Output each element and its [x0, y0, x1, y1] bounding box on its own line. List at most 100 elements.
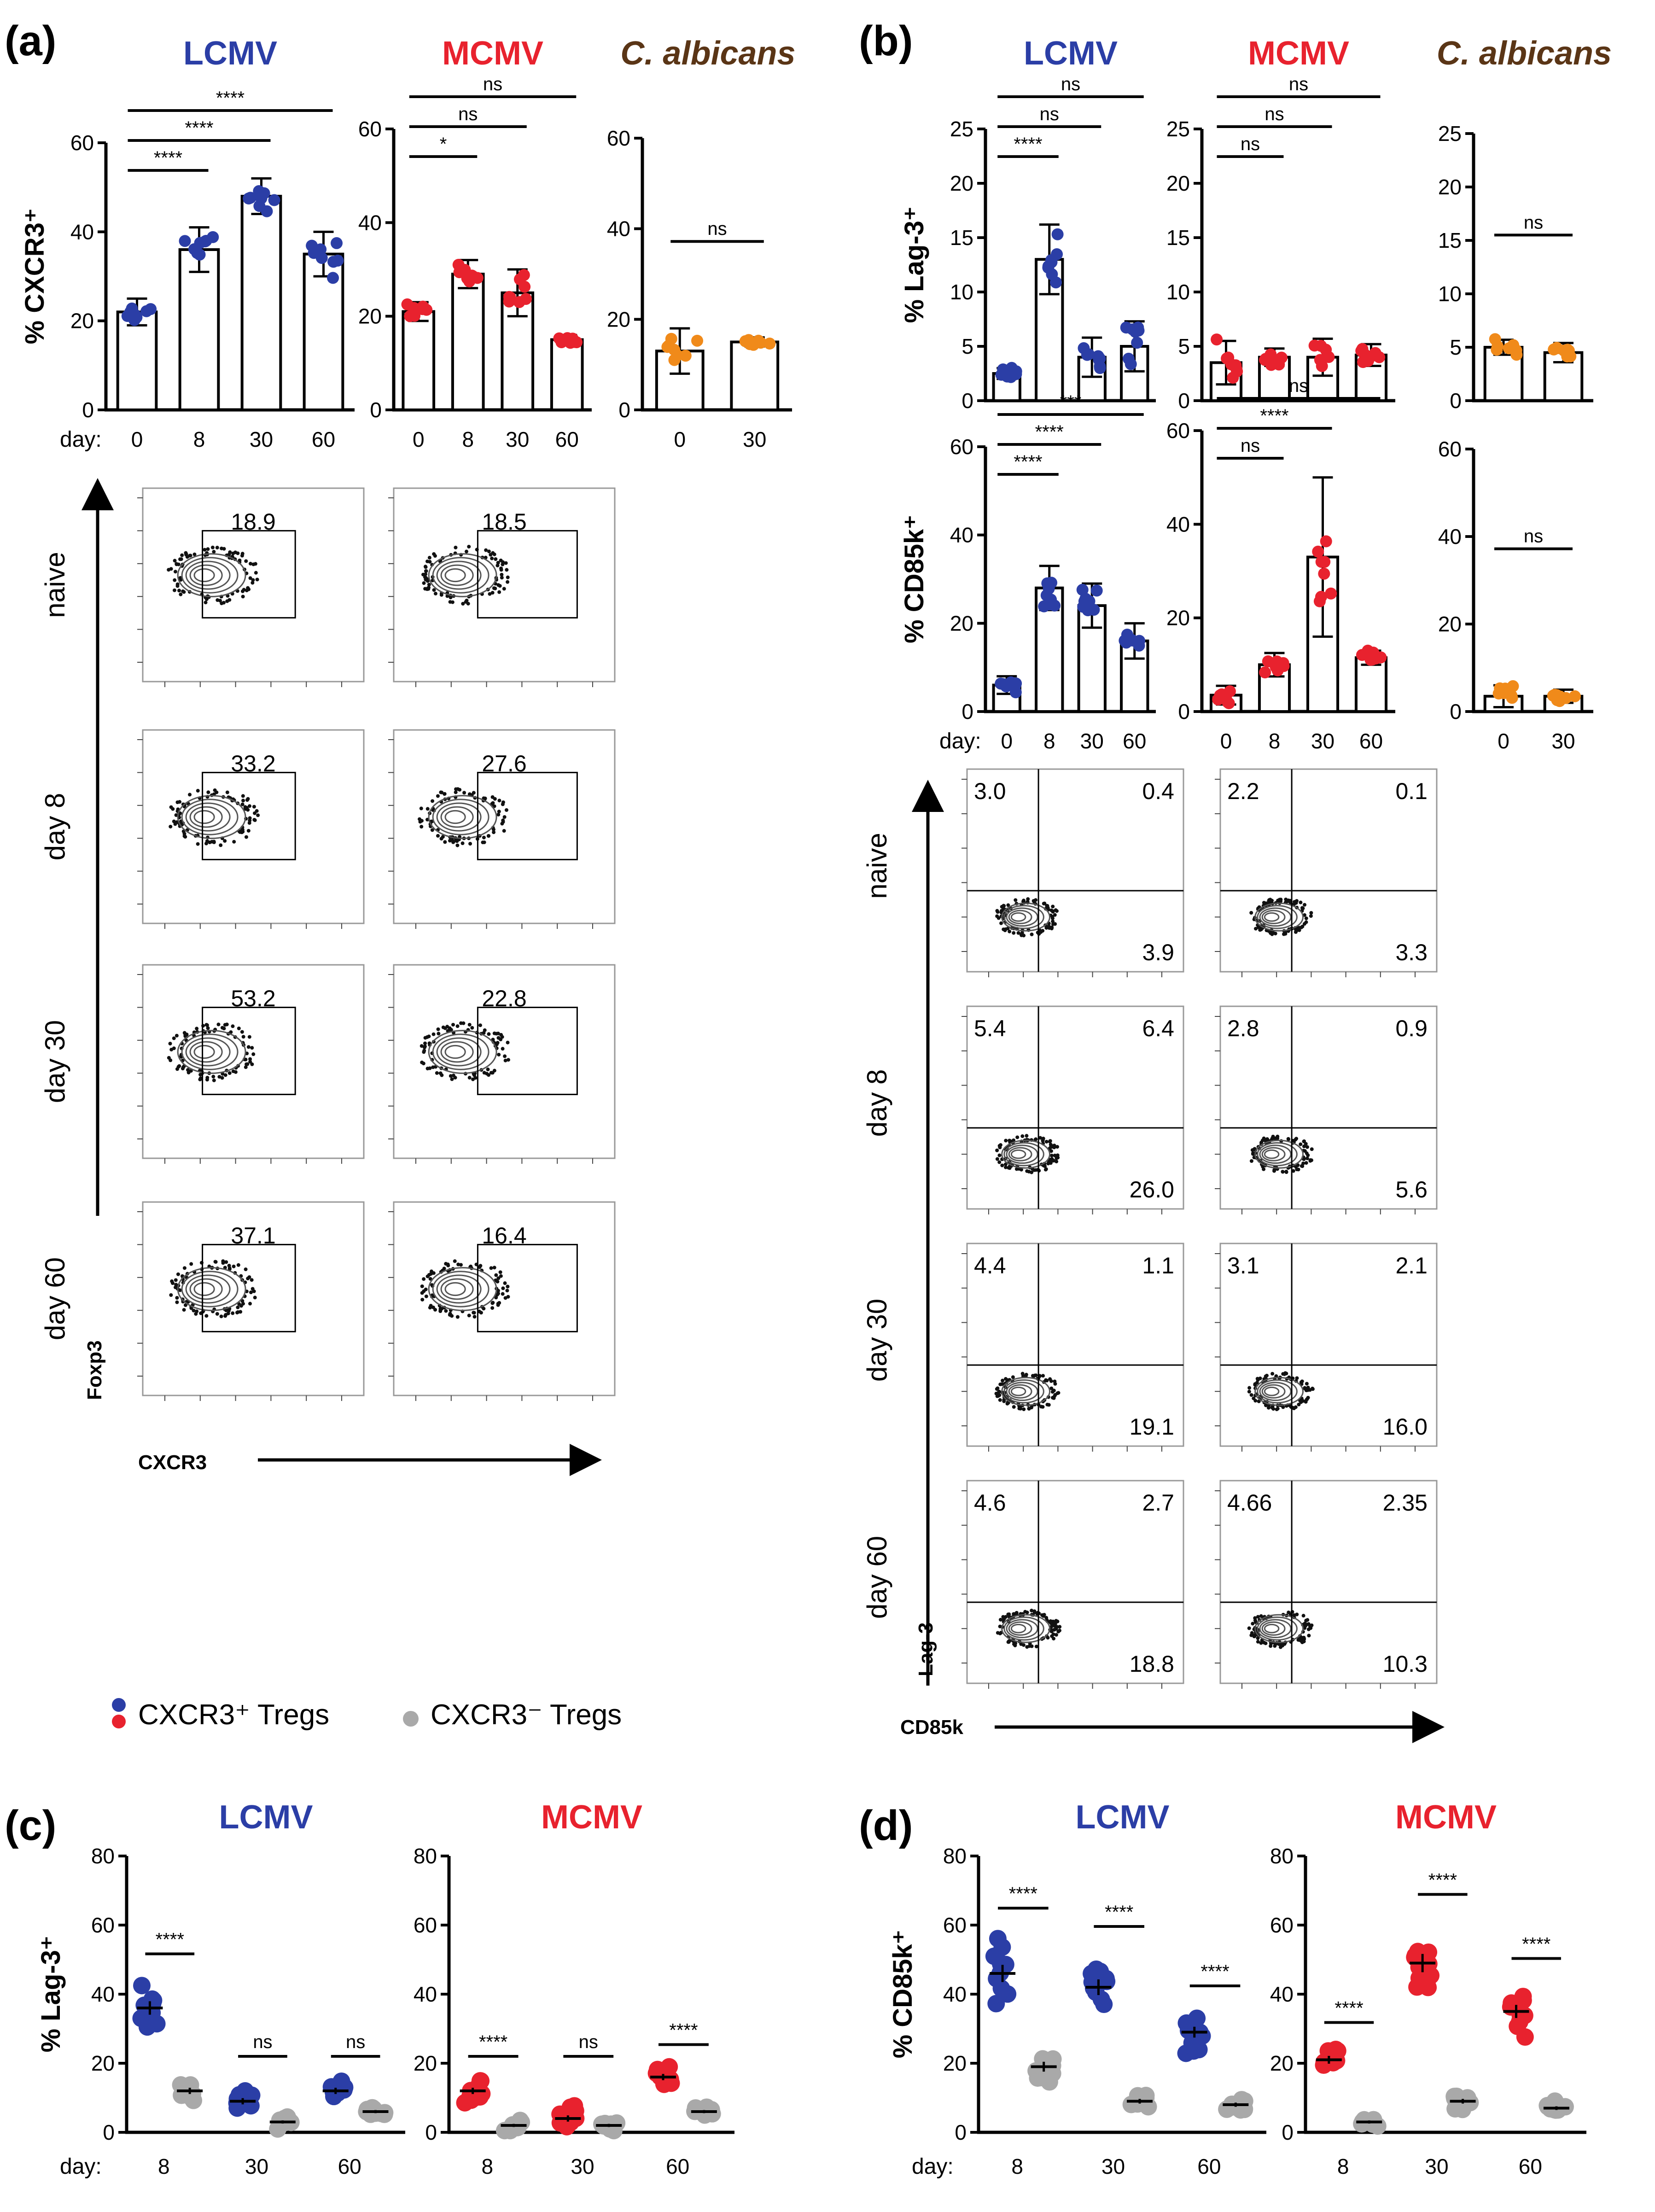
event-dot: [204, 1314, 209, 1318]
significance-label: ****: [1035, 422, 1064, 442]
data-dot: [1230, 359, 1242, 372]
flow-a-grid: naive 18.9 18.5 day 8 33.2 27.6 day 30 53.2 22.8…: [40, 487, 616, 1401]
y-tick-label: 5: [1178, 334, 1190, 358]
event-dot: [247, 1035, 251, 1039]
event-dot: [502, 587, 506, 591]
event-dot: [223, 839, 227, 843]
event-dot: [1306, 1622, 1311, 1626]
event-dot: [420, 1297, 425, 1302]
event-dot: [467, 1076, 472, 1080]
significance-label: ns: [458, 104, 478, 124]
event-dot: [1264, 1641, 1268, 1646]
significance-label: ns: [1241, 134, 1260, 154]
x-tick-label: 8: [1269, 729, 1281, 753]
event-dot: [1048, 1620, 1052, 1624]
event-dot: [1295, 928, 1299, 932]
event-dot: [1292, 902, 1296, 906]
event-dot: [450, 1314, 454, 1318]
event-dot: [481, 840, 485, 845]
flow-plot-frame: [142, 1201, 365, 1396]
event-dot: [1305, 1382, 1309, 1386]
event-dot: [250, 1046, 254, 1050]
event-dot: [231, 1069, 235, 1074]
event-dot: [1027, 1407, 1031, 1411]
event-dot: [491, 551, 495, 555]
event-dot: [506, 1284, 510, 1289]
event-dot: [490, 591, 495, 595]
neg-dot: [1222, 2098, 1240, 2116]
neg-dot: [358, 2101, 376, 2119]
event-dot: [178, 1288, 182, 1292]
data-dot: [199, 235, 211, 248]
event-dot: [1017, 1407, 1021, 1411]
event-dot: [1279, 898, 1283, 902]
event-dot: [246, 829, 251, 833]
event-dot: [173, 822, 177, 826]
event-dot: [1041, 1374, 1045, 1378]
event-dot: [422, 581, 426, 585]
event-dot: [1255, 1381, 1259, 1385]
contour-line: [177, 553, 246, 597]
event-dot: [255, 809, 259, 813]
event-dot: [997, 1389, 1001, 1394]
contour-line: [1259, 1144, 1292, 1164]
event-dot: [455, 843, 460, 847]
data-dot: [1132, 324, 1145, 337]
event-dot: [1015, 1135, 1020, 1139]
bar: [402, 310, 436, 411]
contour-line: [193, 1045, 215, 1059]
contour-line: [436, 1274, 482, 1304]
event-dot: [251, 578, 255, 582]
event-dot: [472, 1311, 476, 1315]
data-dot: [179, 235, 191, 247]
event-dot: [455, 1024, 460, 1028]
data-dot: [1315, 339, 1327, 352]
gate-percentage: 53.2: [231, 986, 275, 1011]
contour-line: [1264, 1623, 1280, 1634]
bar: [178, 248, 220, 411]
event-dot: [454, 790, 458, 794]
flow-plot-frame: [966, 1005, 1184, 1210]
x-tick-label: 30: [1425, 2154, 1448, 2178]
gate-percentage: 22.8: [482, 986, 526, 1011]
pos-dot: [1419, 1979, 1437, 1996]
data-dot: [1222, 351, 1235, 364]
y-tick-label: 10: [950, 280, 973, 304]
event-dot: [204, 1023, 209, 1027]
chart-b-5: C. albicans 0 5 10 15 20 25 ns: [1437, 35, 1612, 413]
event-dot: [1295, 1376, 1299, 1380]
gate-box: [477, 1006, 578, 1095]
y-tick-label: 80: [91, 1844, 115, 1868]
contour-line: [1006, 1382, 1038, 1401]
event-dot: [1049, 1386, 1054, 1390]
event-dot: [1304, 916, 1308, 920]
x-tick-label: 60: [312, 427, 335, 451]
event-dot: [445, 1025, 449, 1029]
y-tick-label: 80: [1270, 1844, 1294, 1868]
significance-label: ****: [479, 2032, 507, 2052]
data-dot: [1312, 545, 1324, 558]
flow-plot-mcmv-1: 27.6: [388, 729, 616, 929]
event-dot: [246, 797, 250, 801]
event-dot: [499, 568, 503, 572]
event-dot: [440, 1073, 444, 1077]
gate-box: [477, 1243, 578, 1332]
event-dot: [496, 1289, 500, 1293]
chart-c-10: MCMV 0 20 40 60 80 **** 8 ns 30 **** 60: [414, 1799, 734, 2178]
contour-line: [1010, 1386, 1026, 1396]
event-dot: [419, 806, 423, 811]
event-dot: [1004, 1138, 1008, 1143]
event-dot: [424, 1287, 428, 1291]
y-tick-label: 40: [1270, 1982, 1294, 2006]
x-tick-label: 0: [1498, 729, 1509, 753]
x-tick-label: 30: [1311, 729, 1334, 753]
event-dot: [1276, 1134, 1280, 1138]
data-dot: [1010, 365, 1022, 378]
event-dot: [471, 1077, 475, 1081]
event-dot: [1285, 899, 1289, 904]
event-dot: [501, 1292, 505, 1296]
quadrant-lr-value: 19.1: [1130, 1414, 1174, 1440]
chart-title: C. albicans: [1437, 35, 1612, 72]
